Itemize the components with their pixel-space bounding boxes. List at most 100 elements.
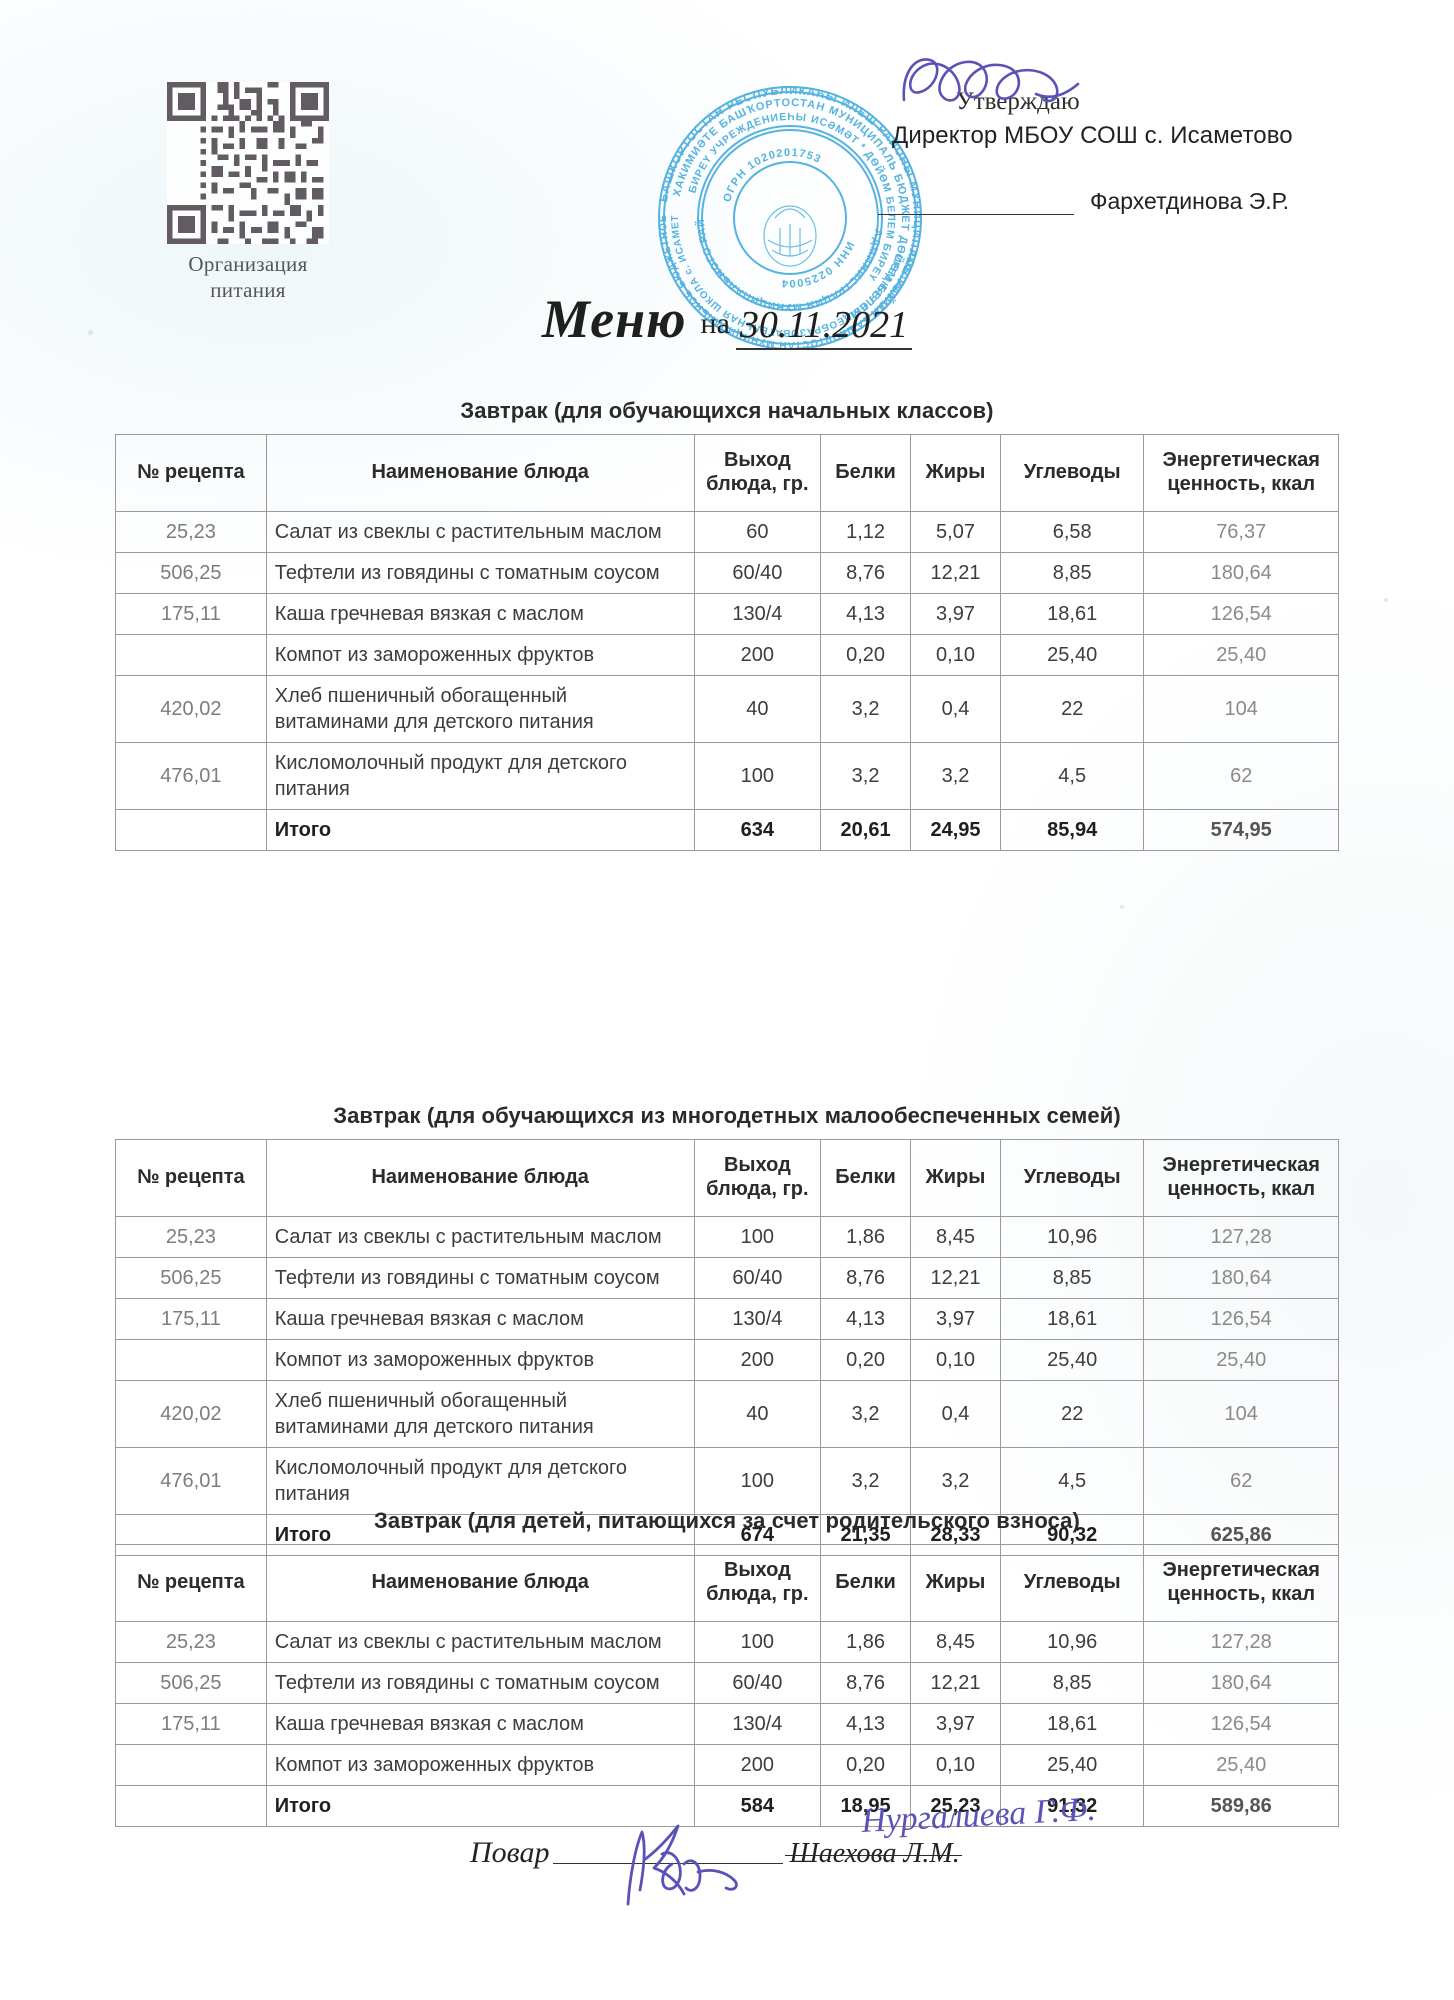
cell-fat: 0,10 bbox=[910, 1339, 1001, 1381]
col-header-carbs: Углеводы bbox=[999, 434, 1145, 512]
cell-name: Каша гречневая вязкая с маслом bbox=[265, 593, 695, 635]
page-title: Меню на 30.11.2021 bbox=[0, 288, 1454, 350]
col-header-kcal: Энергетическая ценность, ккал bbox=[1143, 1139, 1339, 1217]
cell-kcal: 25,40 bbox=[1143, 634, 1339, 676]
cell-out: 40 bbox=[693, 675, 822, 743]
cell-out: 40 bbox=[693, 1380, 822, 1448]
cook-signature-rule bbox=[553, 1862, 784, 1864]
cell-recipe bbox=[115, 1744, 267, 1786]
cell-protein: 4,13 bbox=[820, 593, 912, 635]
col-header-kcal-line2: ценность, ккал bbox=[1167, 1178, 1316, 1200]
cell-carbs: 25,40 bbox=[999, 1744, 1145, 1786]
cell-out: 60/40 bbox=[693, 552, 822, 594]
qr-caption-line-2: питания bbox=[210, 277, 286, 302]
cell-recipe: 506,25 bbox=[115, 552, 267, 594]
cell-carbs: 18,61 bbox=[999, 593, 1145, 635]
scan-speck bbox=[88, 330, 93, 335]
cell-kcal: 126,54 bbox=[1143, 1298, 1339, 1340]
cell-carbs: 8,85 bbox=[999, 552, 1145, 594]
cell-name: Салат из свеклы с растительным маслом bbox=[265, 1216, 695, 1258]
cell-fat: 25,23 bbox=[910, 1785, 1001, 1827]
cell-protein: 1,12 bbox=[820, 511, 912, 553]
director-signature-row: Фархетдинова Э.Р. bbox=[878, 58, 1386, 215]
cell-carbs: 4,5 bbox=[999, 742, 1145, 810]
col-header-output: Выход блюда, гр. bbox=[693, 1544, 822, 1622]
col-header-kcal: Энергетическая ценность, ккал bbox=[1143, 1544, 1339, 1622]
footer-signature-area: Повар Шаехова Л.М. Нургалиева Г.Ф. bbox=[0, 1791, 1454, 1940]
col-header-carbs: Углеводы bbox=[999, 1139, 1145, 1217]
cell-out: 584 bbox=[693, 1785, 822, 1827]
cell-out: 100 bbox=[693, 1447, 822, 1515]
cell-recipe: 476,01 bbox=[115, 742, 267, 810]
cell-protein: 3,2 bbox=[820, 1447, 912, 1515]
cell-carbs: 22 bbox=[999, 675, 1145, 743]
cell-carbs: 85,94 bbox=[999, 809, 1145, 851]
cell-protein: 3,2 bbox=[820, 675, 912, 743]
cell-out: 60/40 bbox=[693, 1257, 822, 1299]
cell-kcal: 104 bbox=[1143, 1380, 1339, 1448]
menu-section-breakfast-parental-fee: Завтрак (для детей, питающихся за счет р… bbox=[115, 1508, 1339, 1827]
cell-name: Хлеб пшеничный обогащенный витаминами дл… bbox=[265, 675, 695, 743]
qr-code-icon bbox=[167, 82, 329, 244]
cell-kcal: 25,40 bbox=[1143, 1339, 1339, 1381]
table-row: 175,11 Каша гречневая вязкая с маслом 130/… bbox=[115, 593, 1339, 635]
table-row: 476,01 Кисломолочный продукт для детского… bbox=[115, 742, 1339, 810]
cell-name: Кисломолочный продукт для детского питан… bbox=[265, 1447, 695, 1515]
table-row: Компот из замороженных фруктов 200 0,20 0,1… bbox=[115, 1339, 1339, 1381]
cell-kcal: 62 bbox=[1143, 742, 1339, 810]
cell-recipe bbox=[115, 634, 267, 676]
cell-protein: 0,20 bbox=[820, 1744, 912, 1786]
title-date: 30.11.2021 bbox=[735, 304, 913, 350]
col-header-protein: Белки bbox=[820, 1139, 912, 1217]
cell-carbs: 8,85 bbox=[999, 1257, 1145, 1299]
qr-caption-line-1: Организация bbox=[188, 252, 308, 276]
col-header-recipe: № рецепта bbox=[115, 434, 267, 512]
cell-protein: 20,61 bbox=[820, 809, 912, 851]
cook-label: Повар bbox=[470, 1836, 550, 1869]
cell-fat: 3,2 bbox=[910, 742, 1001, 810]
table-body: 25,23 Салат из свеклы с растительным масл… bbox=[115, 511, 1339, 851]
table-row: 175,11 Каша гречневая вязкая с маслом 130/… bbox=[115, 1298, 1339, 1340]
table-row: 25,23 Салат из свеклы с растительным масл… bbox=[115, 1621, 1339, 1663]
cell-carbs: 25,40 bbox=[999, 634, 1145, 676]
title-menu-word: Меню bbox=[541, 289, 687, 349]
title-preposition: на bbox=[700, 307, 730, 340]
table-header-row: № рецепта Наименование блюда Выход блюда… bbox=[115, 1544, 1339, 1622]
col-header-output-line1: Выход bbox=[723, 449, 791, 472]
col-header-dish-name: Наименование блюда bbox=[265, 434, 695, 512]
col-header-dish-name: Наименование блюда bbox=[265, 1139, 695, 1217]
col-header-kcal-line2: ценность, ккал bbox=[1167, 1583, 1316, 1605]
cell-recipe: 175,11 bbox=[115, 593, 267, 635]
approver-name: Фархетдинова Э.Р. bbox=[1090, 188, 1290, 214]
col-header-output-line2: блюда, гр. bbox=[706, 1178, 809, 1200]
col-header-fat: Жиры bbox=[910, 434, 1001, 512]
cell-out: 60/40 bbox=[693, 1662, 822, 1704]
section-title: Завтрак (для обучающихся начальных класс… bbox=[460, 398, 994, 423]
cell-kcal: 180,64 bbox=[1143, 1662, 1339, 1704]
table-body: 25,23 Салат из свеклы с растительным масл… bbox=[115, 1216, 1339, 1556]
col-header-output: Выход блюда, гр. bbox=[693, 434, 822, 512]
cell-name: Компот из замороженных фруктов bbox=[265, 1744, 695, 1786]
col-header-fat: Жиры bbox=[910, 1139, 1001, 1217]
cell-protein: 3,2 bbox=[820, 742, 912, 810]
cell-out: 130/4 bbox=[693, 1298, 822, 1340]
cell-out: 130/4 bbox=[693, 593, 822, 635]
col-header-protein: Белки bbox=[820, 434, 912, 512]
cell-protein: 1,86 bbox=[820, 1216, 912, 1258]
cell-fat: 5,07 bbox=[910, 511, 1001, 553]
cell-kcal: 62 bbox=[1143, 1447, 1339, 1515]
cell-protein: 1,86 bbox=[820, 1621, 912, 1663]
cell-fat: 3,97 bbox=[910, 593, 1001, 635]
cell-recipe bbox=[115, 1339, 267, 1381]
col-header-dish-name: Наименование блюда bbox=[265, 1544, 695, 1622]
cell-carbs: 10,96 bbox=[999, 1621, 1145, 1663]
table-header-row: № рецепта Наименование блюда Выход блюда… bbox=[115, 434, 1339, 512]
table-row: 25,23 Салат из свеклы с растительным масл… bbox=[115, 511, 1339, 553]
col-header-output-line2: блюда, гр. bbox=[706, 1583, 809, 1605]
cell-name: Тефтели из говядины с томатным соусом bbox=[265, 1662, 695, 1704]
cell-recipe: 476,01 bbox=[115, 1447, 267, 1515]
cell-name: Кисломолочный продукт для детского питан… bbox=[265, 742, 695, 810]
svg-text:ОГРН 1020201753: ОГРН 1020201753 bbox=[721, 147, 823, 204]
cell-kcal: 104 bbox=[1143, 675, 1339, 743]
scan-speck bbox=[1120, 905, 1124, 909]
